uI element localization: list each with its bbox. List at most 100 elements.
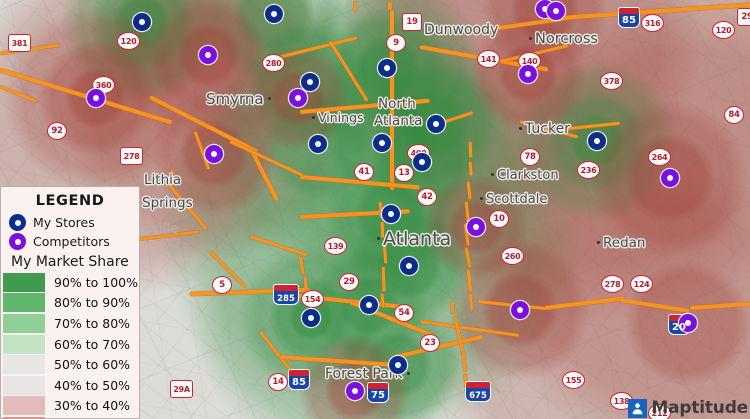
my-store-marker[interactable] (389, 356, 407, 374)
route-shield-label: 5 (219, 280, 225, 290)
route-shield: 54 (394, 304, 414, 322)
legend-class-label: 60% to 70% (54, 336, 131, 352)
route-shield-label: 212 (651, 408, 668, 418)
route-shield: 10 (489, 210, 509, 228)
route-shield-label: 23 (424, 338, 436, 348)
pin-center-dot (593, 137, 601, 145)
route-shield-label: 29 (343, 277, 355, 287)
legend-competitors-label: Competitors (33, 234, 110, 249)
city-point-icon (480, 197, 483, 200)
route-shield-label: 10 (493, 214, 505, 224)
pin-center-dot (432, 120, 440, 128)
route-shield-label: 54 (398, 308, 410, 318)
pin-center-dot (405, 262, 413, 270)
route-shield-label: 264 (651, 152, 668, 162)
my-store-marker[interactable] (382, 205, 400, 223)
competitor-marker[interactable] (467, 218, 485, 236)
city-label-text: Atlanta (374, 113, 423, 129)
legend-class-list: 90% to 100% 80% to 90% 70% to 80% 60% to 70… (1, 272, 139, 419)
route-shield: 120 (712, 21, 735, 39)
legend-class-row: 60% to 70% (1, 334, 139, 355)
legend-color-swatch (3, 334, 45, 354)
legend-class-label: 80% to 90% (54, 295, 131, 311)
route-shield: 29 (339, 273, 359, 291)
route-shield: 155 (562, 371, 585, 389)
route-shield-label: 378 (603, 76, 620, 86)
city-label-text: Vinings (318, 110, 364, 125)
route-shield-label: 155 (565, 375, 582, 385)
interstate-shield: 285 (273, 284, 299, 305)
legend-color-swatch (3, 355, 45, 375)
route-shield: 278 (601, 275, 624, 293)
competitor-marker[interactable] (511, 301, 529, 319)
route-shield: 29A (170, 380, 193, 398)
city-label: Clarkston (491, 168, 559, 183)
interstate-shield: 85 (288, 369, 310, 390)
interstate-shield-label: 85 (622, 15, 636, 26)
my-store-marker[interactable] (265, 5, 283, 23)
route-shield: 316 (641, 14, 664, 32)
route-shield-label: 41 (358, 167, 370, 177)
route-shield-label: 14 (272, 377, 284, 387)
city-point-icon (597, 240, 600, 244)
pin-center-dot (270, 10, 278, 18)
competitor-marker[interactable] (547, 2, 565, 20)
interstate-shield: 675 (465, 381, 491, 402)
route-shield: 84 (724, 106, 744, 124)
pin-center-dot (387, 210, 395, 218)
interstate-shield-label: 75 (371, 390, 385, 401)
my-store-marker[interactable] (373, 134, 391, 152)
legend-color-swatch (3, 293, 45, 313)
legend-section-title: My Market Share (11, 254, 129, 270)
route-shield: 41 (354, 163, 374, 181)
my-store-marker[interactable] (302, 309, 320, 327)
city-label-text: Springs (142, 195, 193, 211)
route-shield-label: 278 (123, 151, 140, 161)
route-shield: 381 (8, 34, 31, 52)
competitor-marker[interactable] (679, 314, 697, 332)
my-store-marker[interactable] (413, 153, 431, 171)
competitor-marker[interactable] (346, 382, 364, 400)
city-point-icon (519, 126, 522, 130)
route-shield: 236 (577, 161, 600, 179)
city-label-text: North (378, 96, 416, 112)
my-store-marker[interactable] (427, 115, 445, 133)
route-shield-label: 260 (504, 251, 521, 261)
route-shield-label: 124 (633, 279, 650, 289)
route-shield: 92 (47, 122, 67, 140)
competitor-marker[interactable] (519, 65, 537, 83)
legend-class-row: 70% to 80% (1, 313, 139, 334)
pin-center-dot (418, 158, 426, 166)
route-shield: 42 (417, 188, 437, 206)
city-point-icon (406, 371, 410, 375)
route-shield-label: 360 (95, 80, 112, 90)
competitor-marker[interactable] (661, 169, 679, 187)
legend-class-label: 30% to 40% (54, 398, 131, 414)
competitor-marker[interactable] (205, 145, 223, 163)
interstate-shield-label: 675 (469, 390, 487, 401)
city-point-icon (491, 173, 494, 176)
pin-center-dot (541, 5, 549, 13)
competitor-marker[interactable] (87, 89, 105, 107)
my-store-marker[interactable] (378, 59, 396, 77)
route-shield: 120 (117, 32, 140, 50)
my-store-marker[interactable] (133, 13, 151, 31)
pin-center-dot (314, 140, 322, 148)
competitor-marker[interactable] (289, 89, 307, 107)
route-shield-label: 278 (604, 279, 621, 289)
my-store-marker[interactable] (588, 132, 606, 150)
city-label-text: Norcross (535, 31, 598, 47)
my-store-marker[interactable] (400, 257, 418, 275)
competitor-marker[interactable] (199, 46, 217, 64)
my-store-marker[interactable] (360, 296, 378, 314)
maptitude-wordmark: Maptitude (651, 398, 748, 418)
my-store-marker[interactable] (301, 73, 319, 91)
my-store-marker[interactable] (309, 135, 327, 153)
route-shield-label: 141 (480, 54, 497, 64)
route-shield: 154 (301, 290, 324, 308)
route-shield: 139 (324, 237, 347, 255)
interstate-shield-label: 85 (292, 377, 306, 388)
